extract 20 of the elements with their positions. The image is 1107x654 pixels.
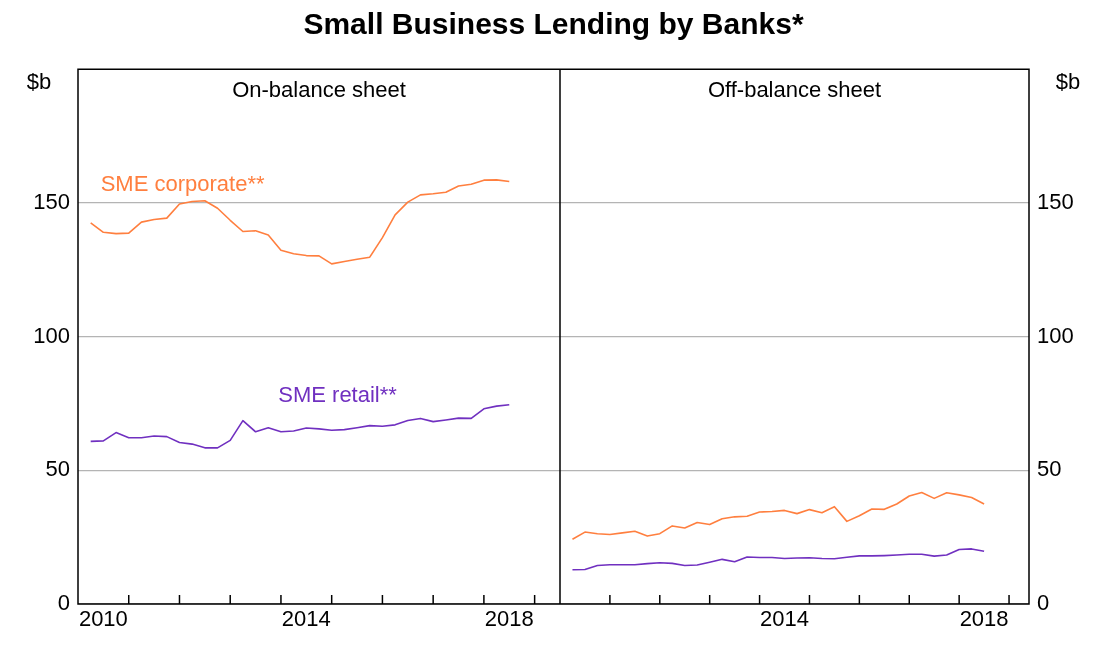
y-tick-label: 150 [1037, 188, 1074, 214]
chart-subtitle: Off-balance sheet [707, 77, 882, 103]
y-tick-label: 150 [33, 188, 70, 214]
series-label: SME retail** [278, 381, 398, 407]
y-axis-title: $b [1055, 69, 1081, 95]
x-tick-label: 2010 [78, 606, 128, 632]
x-tick-label: 2018 [484, 606, 534, 632]
y-tick-label: 0 [57, 590, 70, 616]
x-tick-label: 2018 [959, 606, 1009, 632]
y-tick-label: 50 [1037, 456, 1062, 482]
x-tick-label: 2014 [760, 606, 809, 632]
y-tick-label: 100 [33, 322, 70, 348]
x-tick-label: 2014 [281, 606, 331, 632]
y-tick-label: 100 [1037, 322, 1074, 348]
y-tick-label: 50 [45, 456, 70, 482]
series-label: SME corporate** [100, 171, 265, 197]
chart-subtitle: On-balance sheet [232, 77, 406, 103]
y-tick-label: 0 [1037, 590, 1050, 616]
y-axis-title: $b [26, 69, 52, 95]
chart-title: Small Business Lending by Banks* [302, 6, 805, 42]
